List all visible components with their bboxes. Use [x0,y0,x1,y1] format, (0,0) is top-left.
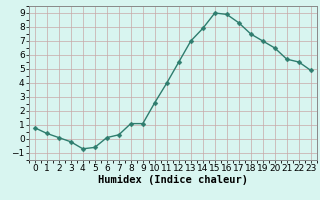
X-axis label: Humidex (Indice chaleur): Humidex (Indice chaleur) [98,175,248,185]
